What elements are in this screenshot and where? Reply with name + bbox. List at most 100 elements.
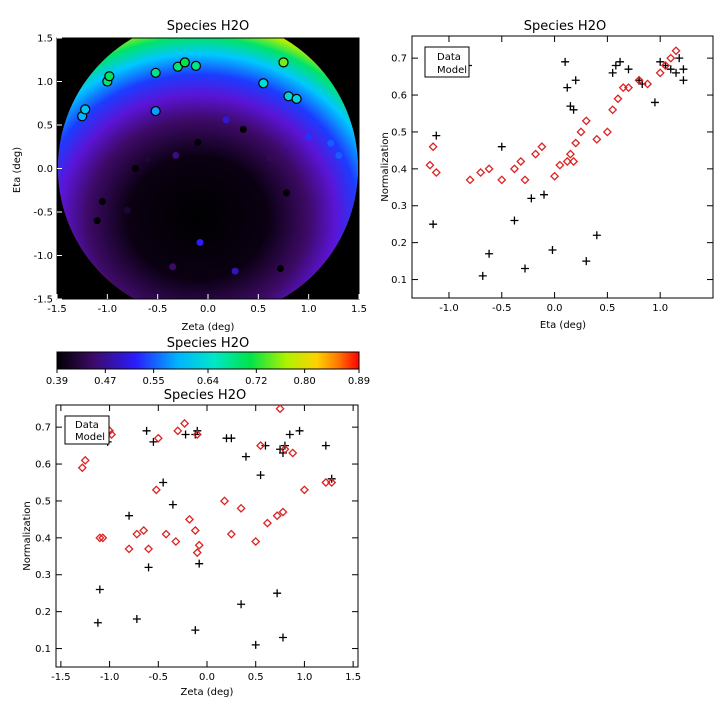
eta-scatter-model-point: [623, 83, 634, 93]
eta-scatter-data-point: [478, 271, 487, 280]
heatmap-point: [278, 57, 289, 68]
zeta-scatter-data-point: [168, 500, 177, 509]
eta-scatter-model-point: [565, 149, 575, 159]
zeta-scatter-model-point: [180, 418, 190, 428]
zeta-legend-data: Data: [75, 420, 99, 431]
heatmap-x-tick-label: 0.0: [200, 304, 216, 315]
colorbar-gradient: [56, 351, 360, 370]
eta-scatter-y-tick-label: 0.6: [391, 91, 407, 102]
zeta-scatter-model-point: [95, 533, 105, 543]
zeta-scatter-model-point: [192, 430, 202, 440]
eta-scatter-model-point: [431, 168, 441, 178]
heatmap-point: [196, 238, 204, 246]
zeta-scatter-model-point: [98, 533, 108, 543]
eta-scatter-y-tick-label: 0.2: [391, 238, 407, 249]
eta-scatter-model-point: [642, 79, 653, 89]
eta-scatter-model-point: [428, 142, 438, 152]
eta-scatter-model-point: [671, 46, 681, 56]
zeta-scatter-y-tick-label: 0.7: [35, 423, 51, 434]
heatmap-point: [283, 189, 291, 197]
eta-scatter-data-point: [527, 194, 536, 203]
zeta-scatter-data-point: [321, 441, 330, 450]
eta-scatter-model-point: [562, 156, 572, 166]
zeta-scatter-model-point: [173, 426, 183, 436]
eta-legend-box: [424, 46, 470, 78]
heatmap-y-tick-label: 0.0: [37, 164, 53, 175]
zeta-scatter-model-point: [190, 525, 200, 535]
eta-scatter-model-point: [571, 138, 581, 148]
eta-scatter-model-point: [608, 105, 618, 115]
eta-scatter-data-point: [608, 68, 617, 77]
zeta-scatter-model-point: [280, 444, 290, 454]
eta-legend-data: Data: [437, 52, 461, 63]
eta-scatter-model-point: [666, 53, 676, 63]
heatmap-x-tick-label: 0.5: [250, 304, 266, 315]
zeta-scatter-model-point: [256, 441, 266, 451]
heatmap-point: [169, 263, 177, 271]
zeta-scatter-x-tick-label: -1.5: [51, 672, 71, 683]
heatmap-point: [231, 267, 239, 275]
eta-scatter-y-tick-label: 0.5: [391, 127, 407, 138]
eta-scatter-x-tick-label: 1.0: [652, 303, 668, 314]
eta-scatter-data-point: [510, 216, 519, 225]
heatmap-x-tick-label: 1.5: [351, 304, 367, 315]
heatmap-point: [327, 139, 335, 147]
zeta-scatter-x-label: Zeta (deg): [181, 687, 234, 698]
zeta-scatter-data-point: [142, 426, 151, 435]
zeta-scatter-y-tick-label: 0.4: [35, 533, 51, 544]
heatmap-y-tick-label: -1.0: [33, 251, 53, 262]
zeta-scatter-model-point: [321, 477, 331, 488]
eta-scatter-model-point: [531, 149, 541, 159]
eta-scatter-data-point: [616, 57, 625, 66]
eta-scatter-y-tick-label: 0.3: [391, 201, 407, 212]
zeta-scatter-data-point: [93, 618, 102, 627]
eta-scatter-model-point: [520, 175, 530, 185]
eta-scatter-model-point: [634, 75, 644, 85]
eta-scatter-data-point: [563, 83, 572, 92]
heatmap-point: [93, 217, 101, 225]
eta-scatter-model-point: [602, 127, 612, 137]
zeta-scatter-data-point: [278, 633, 287, 642]
eta-scatter-model-point: [550, 171, 560, 181]
eta-scatter-data-point: [432, 131, 441, 140]
eta-scatter-data-point: [679, 65, 688, 74]
heatmap-point: [104, 71, 115, 82]
zeta-scatter-title: Species H2O: [164, 388, 246, 403]
eta-scatter-model-point: [660, 61, 670, 71]
heatmap-point: [266, 154, 274, 162]
zeta-scatter-model-point: [132, 529, 142, 539]
zeta-scatter-data-point: [285, 430, 294, 439]
eta-scatter-model-point: [576, 127, 586, 137]
heatmap-point: [172, 151, 180, 159]
zeta-scatter-data-point: [237, 600, 246, 609]
zeta-scatter-x-tick-label: 1.5: [345, 672, 361, 683]
eta-scatter-model-point: [476, 168, 486, 178]
heatmap-point: [276, 265, 284, 273]
zeta-legend-model: Model: [75, 432, 105, 443]
eta-scatter-data-point: [540, 190, 549, 199]
zeta-scatter-data-point: [191, 626, 200, 635]
zeta-scatter-data-point: [159, 478, 168, 487]
zeta-scatter-data-point: [181, 430, 190, 439]
heatmap-point: [258, 78, 269, 89]
eta-scatter-y-tick-label: 0.4: [391, 164, 407, 175]
zeta-scatter-y-tick-label: 0.2: [35, 607, 51, 618]
eta-scatter-x-tick-label: -1.0: [439, 303, 459, 314]
eta-scatter-y-tick-label: 0.7: [391, 54, 407, 65]
zeta-legend-box: [64, 415, 110, 445]
heatmap-y-tick-label: 1.5: [37, 34, 53, 45]
zeta-scatter-model-point: [80, 455, 90, 465]
eta-scatter-model-point: [425, 160, 435, 170]
zeta-scatter-panel: Species H2O -1.5 -1.0 -0.5 0.0 0.5 1.0 1.5 0.1 0…: [22, 388, 361, 698]
heatmap-y-tick-label: -1.5: [33, 295, 53, 306]
eta-scatter-data-point: [624, 65, 633, 74]
zeta-scatter-y-tick-label: 0.1: [35, 644, 51, 655]
heatmap-point: [305, 133, 313, 141]
eta-scatter-y-label: Normalization: [380, 132, 391, 202]
eta-scatter-data-point: [672, 68, 681, 77]
heatmap-point: [291, 93, 302, 105]
eta-scatter-model-point: [581, 116, 591, 126]
eta-scatter-data-point: [661, 61, 670, 70]
zeta-scatter-data-point: [144, 563, 153, 572]
